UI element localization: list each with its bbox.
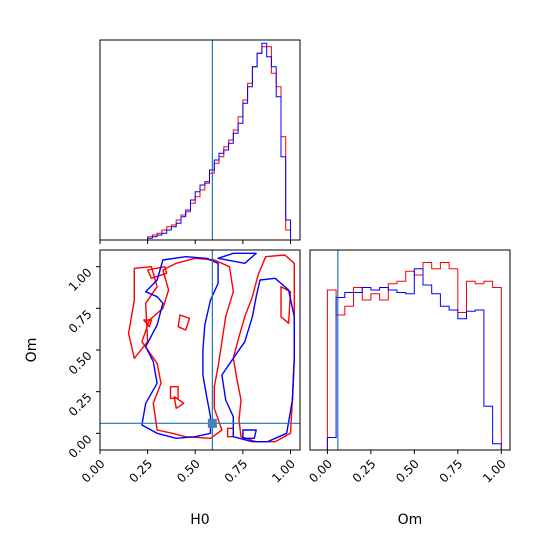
contour-line-0-7: [280, 286, 292, 324]
om-histogram-x-tick-label-3: 0.75: [437, 457, 466, 486]
om-histogram-series: [310, 262, 510, 451]
h0-histogram-frame: [99, 39, 301, 241]
h0-histogram-series: [100, 42, 300, 241]
contour-line-0-6: [177, 314, 191, 331]
contour-x-ticks: 0.00 0.25 0.50 0.75 1.00: [79, 450, 298, 485]
contour-frame: [99, 249, 301, 451]
contour-x-label: H0: [190, 512, 209, 528]
h0-om-contour-panel: 0.00 0.25 0.50 0.75 1.00 0.00 0.25 0.50 0.75 1.0…: [24, 249, 301, 528]
h0-histogram-panel: [99, 39, 301, 244]
contour-line-0-3: [127, 266, 158, 359]
om-histogram-ticks: 0.00 0.25 0.50 0.75 1.00: [306, 450, 509, 485]
om-histogram-x-tick-label-2: 0.50: [393, 457, 422, 486]
contour-line-0-4: [169, 386, 179, 399]
contour-y-tick-label-2: 0.50: [66, 349, 95, 378]
om-histogram-x-label: Om: [398, 512, 423, 528]
truth-marker: [207, 418, 217, 428]
om-histogram-x-tick-label-4: 1.00: [480, 457, 509, 486]
contour-x-tick-label-4: 1.00: [269, 457, 298, 486]
contour-line-1-3: [242, 429, 257, 439]
contour-y-tick-label-3: 0.75: [66, 307, 95, 336]
contour-y-tick-label-0: 0.00: [66, 432, 95, 461]
contour-line-1-0: [141, 256, 219, 439]
om-histogram-frame: [309, 249, 511, 451]
contour-line-0-8: [226, 427, 234, 438]
om-histogram-step-0: [310, 262, 510, 451]
contour-line-0-5: [143, 319, 153, 328]
contour-line-0-9: [173, 396, 185, 409]
om-histogram-step-1: [310, 268, 510, 451]
om-histogram-x-tick-label-1: 0.25: [350, 457, 379, 486]
h0-histogram-ticks: [99, 240, 291, 244]
contour-x-tick-label-0: 0.00: [79, 457, 108, 486]
contour-line-1-1: [221, 277, 295, 443]
contour-y-tick-label-1: 0.25: [66, 390, 95, 419]
h0-histogram-step-1: [100, 42, 300, 241]
om-histogram-panel: 0.00 0.25 0.50 0.75 1.00 Om: [306, 249, 511, 528]
contour-y-label: Om: [24, 338, 40, 363]
contour-x-tick-label-3: 0.75: [222, 457, 251, 486]
contour-line-1-2: [217, 252, 257, 264]
contour-y-tick-label-4: 1.00: [66, 265, 95, 294]
contour-line-0-2: [146, 266, 168, 279]
contour-x-tick-label-2: 0.50: [174, 457, 203, 486]
om-histogram-x-tick-label-0: 0.00: [306, 457, 335, 486]
contour-series: [127, 252, 295, 443]
contour-line-0-0: [141, 257, 234, 439]
contour-x-tick-label-1: 0.25: [126, 457, 155, 486]
contour-line-0-1: [232, 254, 295, 443]
contour-y-ticks: 0.00 0.25 0.50 0.75 1.00: [66, 265, 100, 461]
h0-histogram-step-0: [100, 46, 300, 241]
